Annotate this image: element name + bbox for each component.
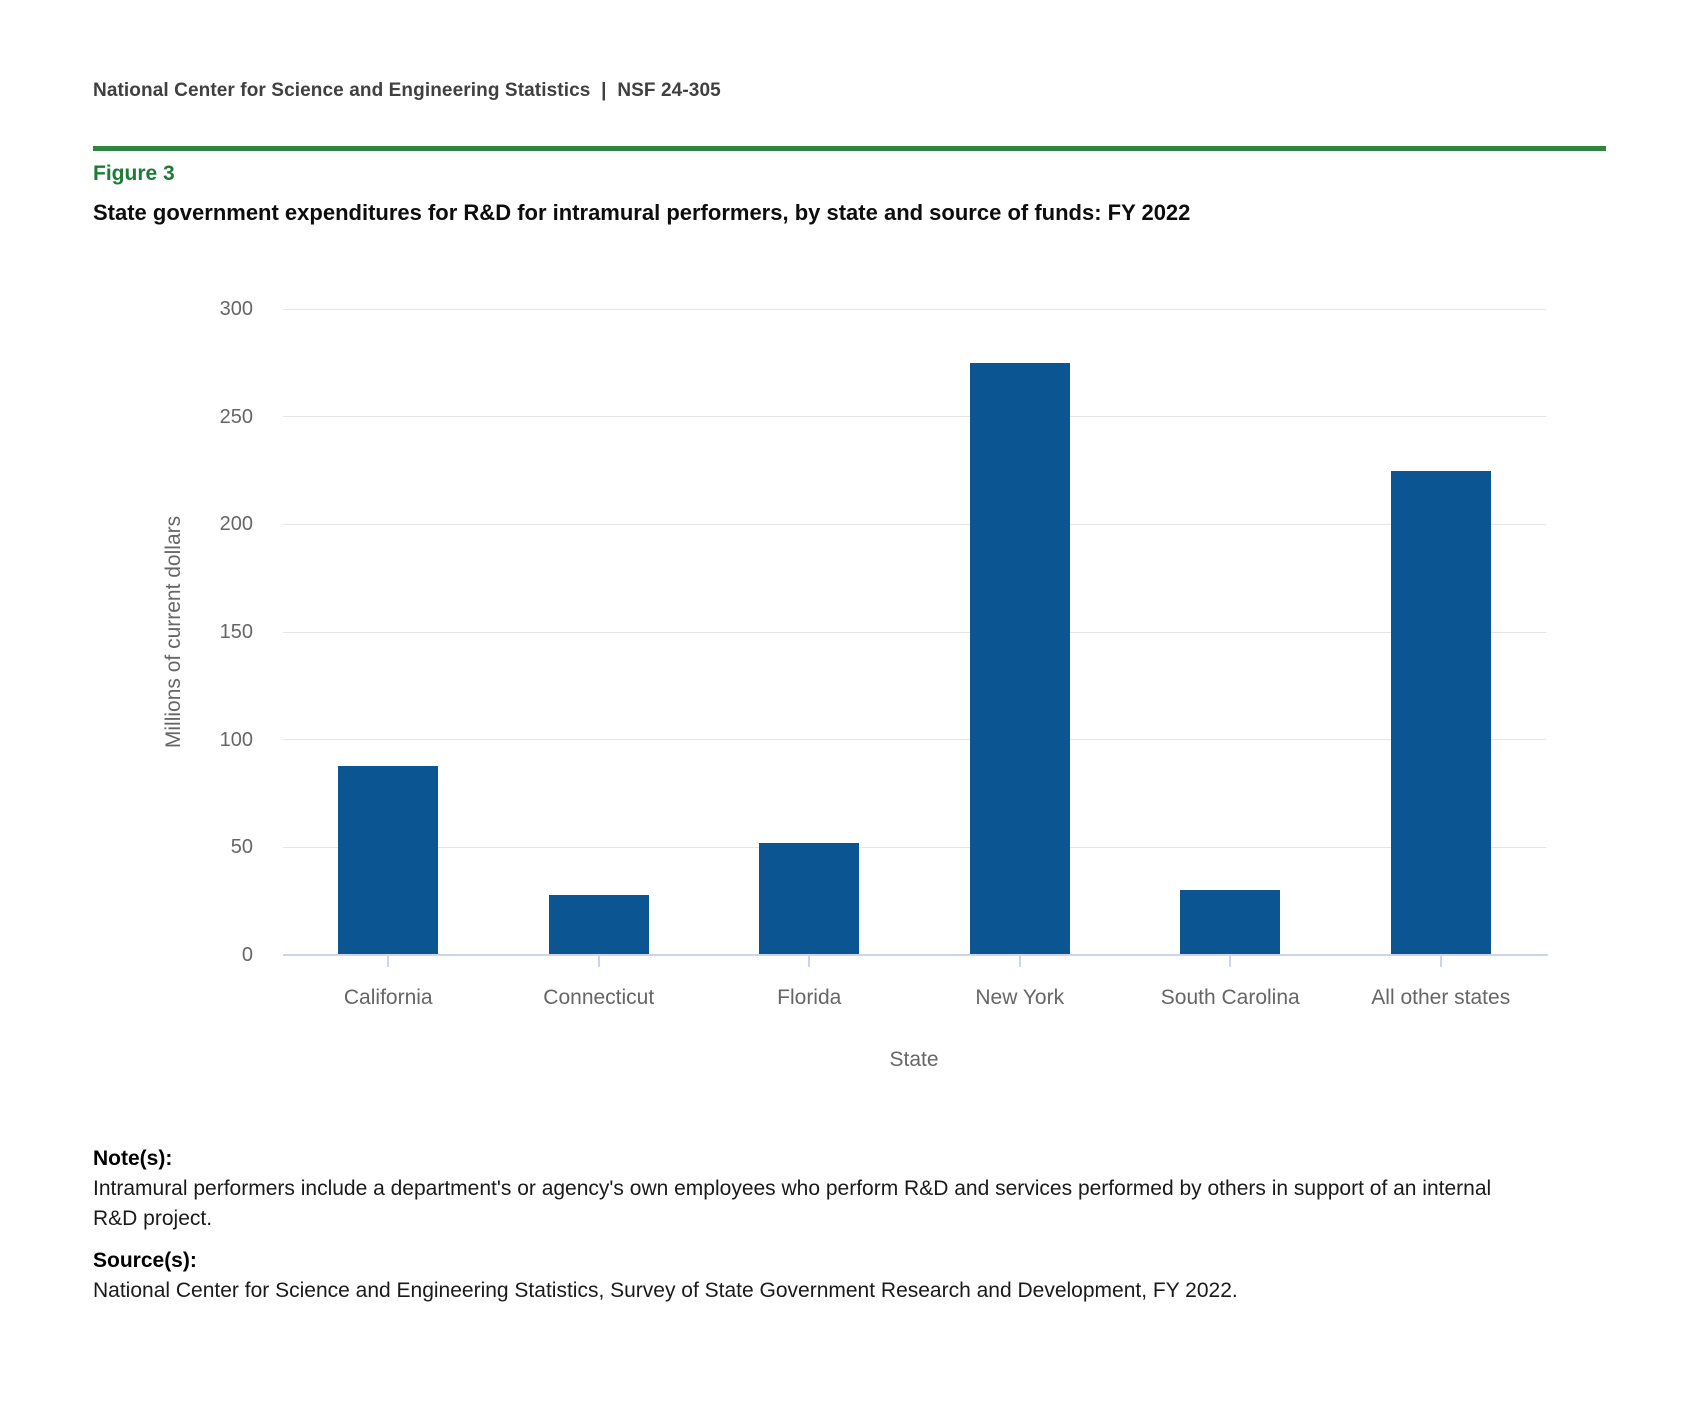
y-gridline (283, 416, 1546, 418)
x-axis-title: State (889, 1048, 939, 1071)
y-gridline (283, 308, 1546, 310)
notes-heading: Note(s): (93, 1147, 173, 1170)
bar (969, 362, 1070, 955)
bar (548, 894, 649, 955)
y-tick-label: 100 (219, 728, 253, 751)
y-gridline (283, 523, 1546, 525)
plot-area: 0 50 100 150 200 250 300 California Connecticut F… (0, 260, 1699, 1100)
notes-text: Intramural performers include a departme… (93, 1177, 1492, 1230)
y-tick-label: 0 (241, 944, 253, 966)
y-tick-label: 300 (219, 298, 253, 320)
bar (1180, 890, 1281, 955)
x-tick (597, 956, 600, 967)
bar (759, 843, 860, 955)
x-tick-label: South Carolina (1160, 986, 1300, 1009)
x-axis-line (283, 954, 1548, 956)
x-tick (1229, 956, 1232, 967)
source-text: National Center for Science and Engineer… (93, 1279, 1238, 1302)
x-tick (387, 956, 390, 967)
bar (1390, 470, 1491, 955)
chart-title: State government expenditures for R&D fo… (93, 200, 1191, 225)
x-tick-label: California (343, 986, 433, 1009)
figure-label: Figure 3 (93, 162, 175, 185)
x-tick (1439, 956, 1442, 967)
divider-rule (93, 146, 1606, 151)
y-tick-label: 50 (230, 836, 253, 859)
y-tick-label: 250 (219, 405, 253, 428)
y-gridline (283, 846, 1546, 848)
x-tick-label: Connecticut (543, 986, 655, 1009)
source-heading: Source(s): (93, 1249, 197, 1272)
y-tick-label: 200 (219, 513, 253, 536)
figure-chart: Millions of current dollars 0 50 100 150 200… (0, 260, 1699, 1100)
y-gridline (283, 739, 1546, 741)
bar (338, 765, 439, 955)
x-tick-label: New York (975, 986, 1065, 1009)
y-tick-label: 150 (219, 621, 253, 643)
x-tick-label: Florida (777, 986, 842, 1009)
x-tick (1018, 956, 1021, 967)
report-header: National Center for Science and Engineer… (93, 80, 721, 101)
x-tick-label: All other states (1371, 986, 1511, 1009)
x-tick (808, 956, 811, 967)
y-gridline (283, 631, 1546, 633)
